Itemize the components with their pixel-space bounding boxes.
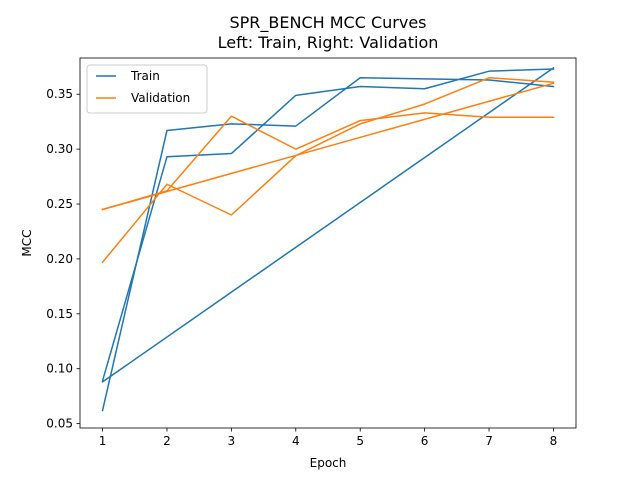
x-tick-label: 2 [163, 434, 171, 448]
chart-title: SPR_BENCH MCC Curves [229, 13, 426, 33]
series-line-validation-2 [101, 112, 555, 211]
series-line-train-1 [101, 77, 555, 412]
x-tick-label: 6 [421, 434, 429, 448]
chart-subtitle: Left: Train, Right: Validation [218, 33, 439, 52]
series-layer [101, 66, 555, 412]
legend: Train Validation [86, 64, 208, 114]
x-tick-label: 1 [99, 434, 107, 448]
y-tick-label: 0.05 [46, 417, 73, 431]
plot-frame [79, 57, 577, 429]
y-axis-label: MCC [20, 229, 34, 256]
y-axis-ticks: 0.05 0.10 0.15 0.20 0.25 0.30 0.35 [46, 87, 80, 431]
x-tick-label: 7 [485, 434, 493, 448]
series-line-validation-1 [101, 77, 555, 264]
y-tick-label: 0.20 [46, 252, 73, 266]
y-tick-label: 0.35 [46, 87, 73, 101]
legend-box [86, 64, 208, 114]
y-tick-label: 0.10 [46, 362, 73, 376]
x-axis-label: Epoch [310, 456, 347, 470]
x-tick-label: 3 [228, 434, 236, 448]
x-tick-label: 4 [292, 434, 300, 448]
y-tick-label: 0.30 [46, 142, 73, 156]
y-tick-label: 0.25 [46, 197, 73, 211]
plot-area [80, 58, 576, 428]
series-line-validation-3 [101, 82, 555, 211]
x-axis-ticks: 1 2 3 4 5 6 7 8 [99, 428, 558, 448]
x-tick-label: 5 [356, 434, 364, 448]
legend-label-validation: Validation [131, 91, 190, 105]
series-line-train-2 [101, 68, 555, 382]
x-tick-label: 8 [550, 434, 558, 448]
legend-label-train: Train [130, 69, 160, 83]
y-tick-label: 0.15 [46, 307, 73, 321]
series-line-train-3 [101, 66, 555, 383]
